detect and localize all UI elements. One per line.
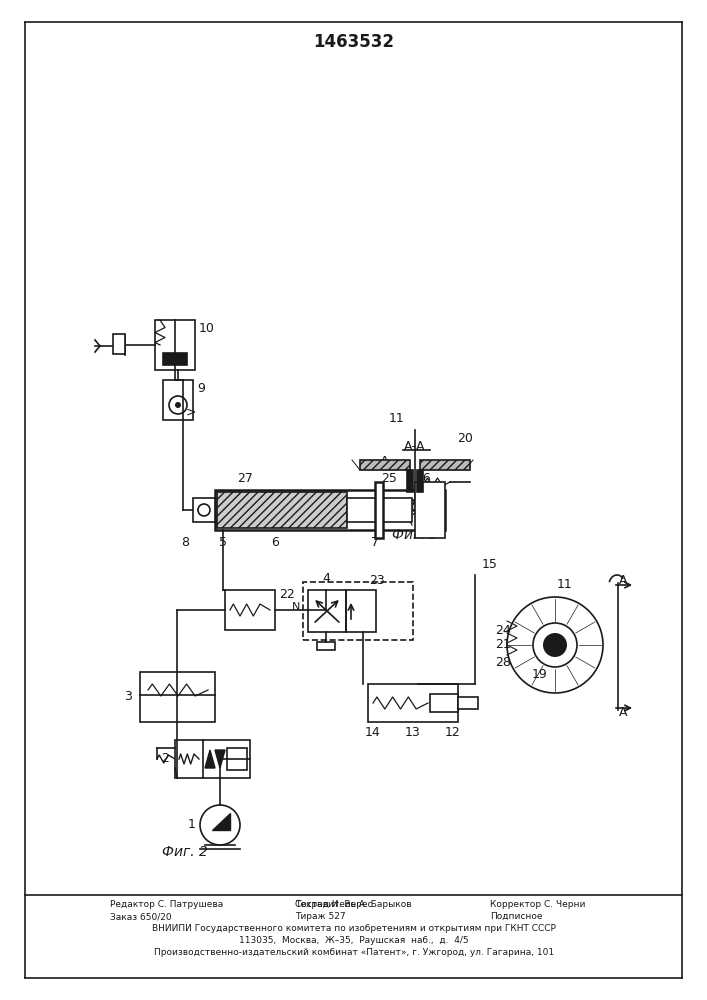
Bar (407, 470, 413, 492)
Bar (403, 500, 427, 510)
Bar (140, 672, 215, 722)
Polygon shape (212, 813, 230, 830)
Bar (420, 460, 470, 470)
Text: 7: 7 (371, 536, 379, 548)
Text: 23: 23 (369, 574, 385, 586)
Bar (113, 334, 125, 354)
Bar (308, 590, 346, 632)
Bar (347, 498, 412, 522)
Text: Корректор С. Черни: Корректор С. Черни (490, 900, 585, 909)
Circle shape (543, 633, 567, 657)
Bar (175, 740, 250, 778)
Text: 14: 14 (365, 726, 381, 738)
Text: Составитель А. Барыков: Составитель А. Барыков (295, 900, 411, 909)
Text: 19: 19 (532, 668, 548, 682)
Text: 11: 11 (389, 412, 405, 424)
Text: A: A (619, 706, 627, 720)
Text: 4: 4 (322, 572, 330, 584)
Text: Техред И. Верес: Техред И. Верес (295, 900, 373, 909)
Text: 6: 6 (271, 536, 279, 548)
Text: A: A (619, 574, 627, 586)
Bar (317, 642, 335, 650)
Text: 10: 10 (199, 322, 215, 334)
Bar (417, 470, 423, 492)
Bar (163, 380, 193, 420)
Bar (430, 694, 458, 712)
Text: 22: 22 (279, 588, 295, 601)
Text: 1463532: 1463532 (313, 33, 395, 51)
Text: N: N (292, 602, 300, 612)
Bar (375, 482, 383, 538)
Text: 11: 11 (557, 578, 573, 591)
Bar (415, 482, 445, 538)
Bar (368, 684, 458, 722)
Bar (346, 590, 376, 632)
Bar (155, 320, 195, 370)
Text: 5: 5 (219, 536, 227, 548)
Text: 26: 26 (415, 472, 431, 485)
Polygon shape (215, 750, 225, 768)
Text: А-А: А-А (404, 440, 426, 454)
Text: Фиг. 2: Фиг. 2 (162, 845, 208, 859)
Circle shape (175, 402, 181, 408)
Text: Заказ 650/20: Заказ 650/20 (110, 912, 172, 921)
Bar (163, 353, 187, 365)
Text: 24: 24 (495, 624, 511, 637)
Text: Фиг. 3: Фиг. 3 (392, 528, 438, 542)
Text: 15: 15 (482, 558, 498, 572)
Text: 21: 21 (495, 639, 511, 652)
Bar (360, 460, 410, 470)
Text: Производственно-издательский комбинат «Патент», г. Ужгород, ул. Гагарина, 101: Производственно-издательский комбинат «П… (154, 948, 554, 957)
Bar (193, 498, 215, 522)
Bar (215, 490, 445, 530)
Text: 113035,  Москва,  Ж–35,  Раушская  наб.,  д.  4/5: 113035, Москва, Ж–35, Раушская наб., д. … (239, 936, 469, 945)
Text: Δ: Δ (380, 455, 390, 469)
Text: 9: 9 (197, 381, 205, 394)
Text: 12: 12 (445, 726, 461, 738)
Text: 25: 25 (381, 472, 397, 485)
Bar (458, 697, 478, 709)
Bar (217, 492, 347, 528)
Text: 2: 2 (161, 752, 169, 766)
Text: 27: 27 (237, 472, 253, 485)
Text: Подписное: Подписное (490, 912, 542, 921)
Text: 1: 1 (188, 818, 196, 832)
Text: 20: 20 (457, 432, 473, 444)
Text: 13: 13 (405, 726, 421, 738)
Circle shape (198, 504, 210, 516)
Bar (225, 590, 275, 630)
Text: 28: 28 (495, 656, 511, 670)
Text: 8: 8 (181, 536, 189, 548)
Bar (227, 748, 247, 770)
Text: Тираж 527: Тираж 527 (295, 912, 346, 921)
Polygon shape (205, 750, 215, 768)
Text: ВНИИПИ Государственного комитета по изобретениям и открытиям при ГКНТ СССР: ВНИИПИ Государственного комитета по изоб… (152, 924, 556, 933)
Bar (303, 582, 413, 640)
Text: >: > (186, 406, 197, 418)
Text: Редактор С. Патрушева: Редактор С. Патрушева (110, 900, 223, 909)
Circle shape (533, 623, 577, 667)
Text: 3: 3 (124, 690, 132, 704)
